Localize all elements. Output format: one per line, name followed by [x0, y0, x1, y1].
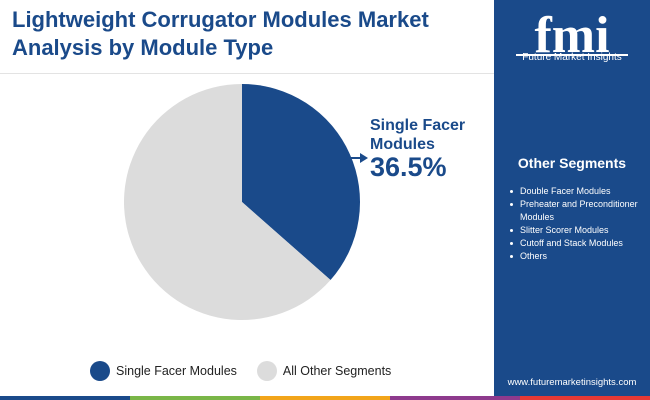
other-segments-title: Other Segments	[517, 155, 627, 171]
other-segments-list: Double Facer Modules Preheater and Preco…	[504, 185, 646, 263]
legend-label-single-facer: Single Facer Modules	[116, 364, 237, 378]
legend-swatch-all-other	[256, 361, 277, 381]
title-line-1: Lightweight Corrugator Modules Market	[12, 7, 429, 32]
color-stripe	[0, 396, 650, 400]
list-item: Cutoff and Stack Modules	[504, 237, 646, 250]
callout-label: Single Facer Modules	[370, 116, 465, 154]
list-item: Slitter Scorer Modules	[504, 224, 646, 237]
title-line-2: Analysis by Module Type	[12, 35, 274, 60]
list-item: Others	[504, 250, 646, 263]
legend: Single Facer Modules All Other Segments	[90, 360, 411, 382]
pie-slice-single-facer-modules	[242, 84, 360, 281]
logo-underline	[516, 54, 628, 56]
callout-label-line-1: Single Facer	[370, 117, 466, 134]
stripe-segment-3	[260, 396, 390, 400]
sidebar: fmi Future Market Insights Other Segment…	[494, 0, 650, 400]
callout-value: 36.5%	[370, 152, 447, 182]
pie-slice-all-other-segments	[123, 84, 331, 320]
page-title: Lightweight Corrugator Modules Market An…	[12, 6, 429, 62]
fmi-logo: fmi	[516, 7, 628, 64]
legend-item-single-facer: Single Facer Modules	[90, 361, 237, 381]
legend-swatch-single-facer	[90, 361, 110, 381]
pie-chart	[123, 84, 368, 320]
legend-item-all-other: All Other Segments	[256, 361, 392, 381]
header: Lightweight Corrugator Modules Market An…	[0, 0, 494, 74]
list-item: Preheater and Preconditioner Modules	[504, 198, 646, 224]
stripe-segment-4	[390, 396, 520, 400]
callout-label-line-2: Modules	[370, 136, 435, 153]
list-item: Double Facer Modules	[504, 185, 646, 198]
stripe-segment-1	[0, 396, 130, 400]
stripe-segment-2	[130, 396, 260, 400]
website-url[interactable]: www.futuremarketinsights.com	[507, 377, 637, 388]
callout-arrow	[347, 153, 368, 163]
legend-label-all-other: All Other Segments	[282, 364, 392, 378]
brand-name: Future Market Insights	[522, 52, 622, 63]
stripe-segment-5	[520, 396, 650, 400]
pie-slices	[123, 84, 360, 320]
